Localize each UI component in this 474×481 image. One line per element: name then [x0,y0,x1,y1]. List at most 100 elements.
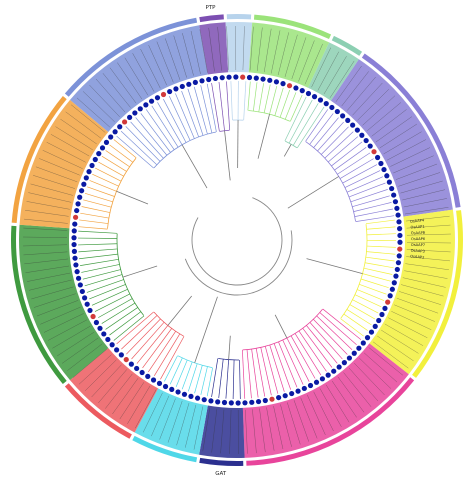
leaf-marker-dot [368,143,373,148]
leaf-branch [148,331,175,372]
leaf-marker-dot [155,95,160,100]
leaf-branch [365,263,394,268]
leaf-branch [212,83,220,131]
leaf-marker-dot [254,76,259,81]
clade-ring-OPT [227,14,251,19]
leaf-marker-dot [93,157,98,162]
leaf-branch [92,289,128,305]
leaf-marker-dot [101,331,106,336]
clade-stem [288,176,339,208]
leaf-marker-dot [393,199,398,204]
leaf-marker-dot [87,308,92,313]
leaf-marker-dot [75,201,80,206]
leaf-marker-dot [267,78,272,83]
leaf-marker-dot [81,182,86,187]
leaf-branch [207,84,216,132]
leaf-marker-dot [276,395,281,400]
leaf-marker-dot [134,366,139,371]
leaf-marker-dot [242,400,247,405]
leaf-marker-dot [140,370,145,375]
leaf-marker-dot [175,389,180,394]
clade-ring-GAT [199,458,243,466]
leaf-branch [352,196,389,207]
clade-color-bands [19,22,455,458]
leaf-branch [79,220,108,224]
leaf-marker-dot [138,106,143,111]
leaf-branch [207,368,212,396]
leaf-branch [160,336,184,379]
leaf-marker-dot [326,373,331,378]
leaf-marker-dot [229,400,234,405]
leaf-branch [226,360,229,399]
leaf-branch [83,200,111,207]
leaf-marker-dot [396,260,401,265]
leaf-marker-dot [77,195,82,200]
outer-clade-ring [11,14,463,466]
leaf-marker-dot [208,398,213,403]
leaf-branch [87,280,124,293]
leaf-branch [170,358,182,384]
leaf-branch [367,246,396,247]
leaf-marker-dot [161,92,166,97]
leaf-marker-dot [169,387,174,392]
leaf-marker-dot [375,155,380,160]
leaf-marker-dot [79,188,84,193]
leaf-branch [297,107,324,148]
leaf-branch [351,189,388,201]
leaf-marker-dot [226,75,231,80]
leaf-branch [347,177,383,193]
leaf-marker-dot [124,357,129,362]
leaf-branch [78,249,117,252]
leaf-marker-dot [72,221,77,226]
leaf-marker-dot [72,228,77,233]
leaf-marker-dot [335,109,340,114]
leaf-marker-dot [394,206,399,211]
leaf-branch [352,300,378,313]
leaf-branch [78,231,117,233]
leaf-marker-dot [376,318,381,323]
leaf-marker-dot [371,149,376,154]
clade-stem [116,191,148,204]
leaf-marker-dot [395,212,400,217]
leaf-branch [226,81,229,130]
leaf-marker-dot [240,74,245,79]
leaf-branch [152,106,178,147]
leaf-marker-dot [384,173,389,178]
clade-stem [123,266,157,277]
leaf-branch [117,312,154,344]
leaf-branch [248,82,250,111]
leaf-marker-dot [73,215,78,220]
leaf-marker-dot [206,77,211,82]
leaf-marker-dot [236,400,241,405]
leaf-branch [158,102,183,144]
leaf-marker-dot [157,381,162,386]
leaf-branch [121,316,157,350]
leaf-marker-dot [78,282,83,287]
leaf-branch [344,314,368,331]
leaf-marker-dot [215,399,220,404]
leaf-marker-dot [163,384,168,389]
leaf-branch [247,350,251,399]
leaf-marker-dot [110,342,115,347]
leaf-marker-dot [82,295,87,300]
leaf-marker-dot [355,127,360,132]
leaf-branch [363,274,391,282]
leaf-marker-dot [108,134,113,139]
leaf-marker-dot [188,394,193,399]
leaf-marker-dot [387,180,392,185]
leaf-branch [143,328,172,367]
leaf-marker-dot [195,396,200,401]
leaf-marker-dot [385,300,390,305]
leaf-branch [265,346,278,393]
leaf-branch [82,206,110,212]
leaf-branch [321,127,348,155]
leaf-marker-dot [80,289,85,294]
leaf-marker-dots [71,74,402,405]
leaf-marker-dot [263,398,268,403]
leaf-marker-dot [337,364,342,369]
leaf-marker-dot [395,267,400,272]
leaf-marker-dot [396,219,401,224]
leaf-branch [355,295,381,307]
leaf-branch [233,360,234,399]
